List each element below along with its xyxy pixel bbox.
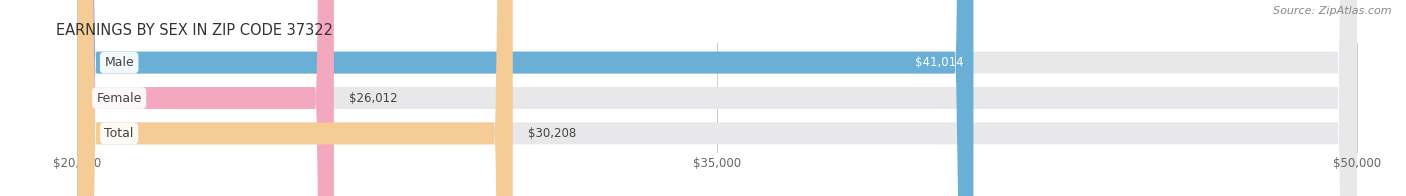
Text: $26,012: $26,012 bbox=[349, 92, 398, 104]
Text: $30,208: $30,208 bbox=[527, 127, 576, 140]
FancyBboxPatch shape bbox=[77, 0, 1357, 196]
FancyBboxPatch shape bbox=[77, 0, 1357, 196]
Text: Male: Male bbox=[104, 56, 134, 69]
Text: Female: Female bbox=[97, 92, 142, 104]
FancyBboxPatch shape bbox=[77, 0, 333, 196]
FancyBboxPatch shape bbox=[77, 0, 973, 196]
FancyBboxPatch shape bbox=[77, 0, 513, 196]
Text: $41,014: $41,014 bbox=[915, 56, 965, 69]
FancyBboxPatch shape bbox=[77, 0, 1357, 196]
Text: EARNINGS BY SEX IN ZIP CODE 37322: EARNINGS BY SEX IN ZIP CODE 37322 bbox=[56, 23, 333, 38]
Text: Source: ZipAtlas.com: Source: ZipAtlas.com bbox=[1274, 6, 1392, 16]
Text: Total: Total bbox=[104, 127, 134, 140]
